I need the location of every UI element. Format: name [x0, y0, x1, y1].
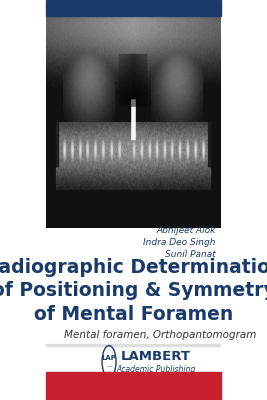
Text: LAMBERT: LAMBERT [121, 350, 191, 363]
Text: —: — [106, 364, 112, 369]
Text: LAP: LAP [102, 354, 116, 361]
Text: Abhijeet Alok: Abhijeet Alok [156, 226, 215, 235]
Bar [46, 0, 221, 16]
Text: Indra Deo Singh: Indra Deo Singh [143, 238, 215, 247]
Text: Mental foramen, Orthopantomogram: Mental foramen, Orthopantomogram [64, 330, 256, 340]
Text: Academic Publishing: Academic Publishing [117, 365, 196, 374]
Text: Sunil Panat: Sunil Panat [165, 250, 215, 259]
Bar [46, 372, 221, 400]
Bar [46, 344, 221, 346]
Text: Radiographic Determination
of Positioning & Symmetry
of Mental Foramen: Radiographic Determination of Positionin… [0, 258, 267, 324]
